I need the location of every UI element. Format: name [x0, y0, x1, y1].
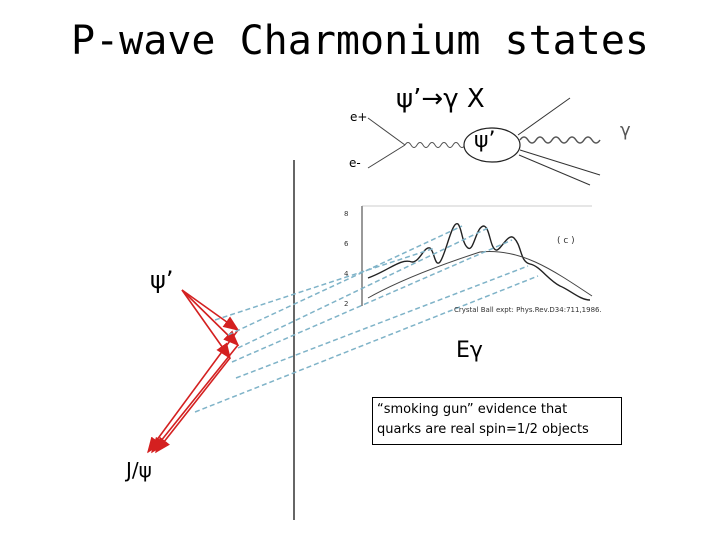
- decay-label: ψ’→γ X: [396, 84, 485, 114]
- psi-prime-blob: [463, 127, 521, 163]
- y-tick-label: 2: [344, 300, 349, 308]
- note-line-1: “smoking gun” evidence that: [377, 402, 568, 417]
- arrow-psi-to-chi-1: [181, 289, 240, 331]
- psi-prime-level-label: ψ’: [150, 266, 174, 294]
- correspondence-lines: [194, 225, 539, 413]
- virtual-photon-wave: [404, 142, 472, 148]
- dashed-line-1: [214, 247, 436, 321]
- slide-title: P-wave Charmonium states: [71, 18, 649, 64]
- outgoing-photon-wave: [519, 136, 601, 144]
- psi-prime-vertex-label: ψ’: [474, 128, 496, 153]
- gamma-label: γ: [620, 120, 631, 141]
- electron-line: [367, 144, 406, 169]
- positron-line: [367, 117, 406, 146]
- feynman-diagram: [367, 97, 601, 186]
- y-tick-label: 4: [344, 270, 349, 278]
- y-tick-label: 6: [344, 240, 349, 248]
- hadron-line-3: [518, 154, 591, 186]
- energy-axis-label: Eγ: [456, 338, 483, 363]
- hadron-line-2: [519, 149, 601, 176]
- arrow-psi-to-chi-3: [181, 289, 231, 360]
- energy-level-arrows: [147, 289, 240, 454]
- spectrum-plot: [361, 205, 593, 306]
- electron-label: e-: [349, 156, 361, 170]
- dashed-line-5: [235, 265, 529, 379]
- dashed-line-6: [194, 275, 539, 413]
- dashed-line-3: [237, 227, 489, 349]
- background-fit-curve: [367, 250, 593, 299]
- arrow-chi-to-jpsi-1: [147, 329, 239, 454]
- arrow-chi-to-jpsi-3: [155, 357, 231, 454]
- plot-panel-label: ( c ): [557, 236, 575, 246]
- y-tick-label: 8: [344, 210, 349, 218]
- hadron-line-1: [517, 97, 571, 136]
- dashed-line-4: [231, 239, 513, 363]
- positron-label: e+: [350, 110, 368, 124]
- evidence-note: “smoking gun” evidence that quarks are r…: [372, 397, 622, 445]
- plot-credit: Crystal Ball expt: Phys.Rev.D34:711,1986…: [454, 306, 602, 314]
- jpsi-level-label: J/ψ: [126, 458, 152, 482]
- spectrum-data-curve: [367, 223, 591, 301]
- arrow-psi-to-chi-2: [181, 289, 240, 347]
- note-line-2: quarks are real spin=1/2 objects: [377, 422, 589, 437]
- dashed-line-2: [227, 225, 463, 336]
- arrow-chi-to-jpsi-2: [150, 344, 239, 454]
